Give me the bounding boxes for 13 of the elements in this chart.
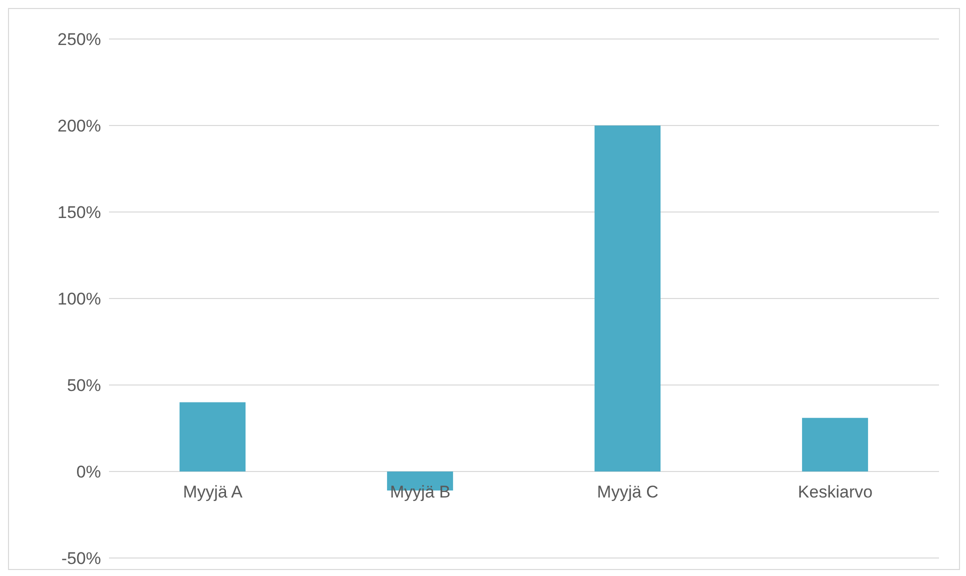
bar	[594, 126, 661, 472]
x-tick-label: Myyjä A	[182, 482, 244, 502]
y-tick-label: -50%	[61, 549, 101, 568]
y-tick-label: 0%	[76, 462, 101, 482]
y-tick-label: 200%	[58, 116, 101, 136]
x-tick-label: Keskiarvo	[798, 482, 873, 502]
bar	[802, 418, 868, 472]
x-tick-label: Myyjä C	[597, 482, 658, 502]
y-tick-label: 250%	[58, 30, 101, 50]
y-tick-label: 100%	[58, 290, 101, 309]
y-tick-label: 50%	[66, 376, 101, 396]
y-tick-label: 150%	[58, 203, 101, 222]
bar	[180, 402, 246, 472]
